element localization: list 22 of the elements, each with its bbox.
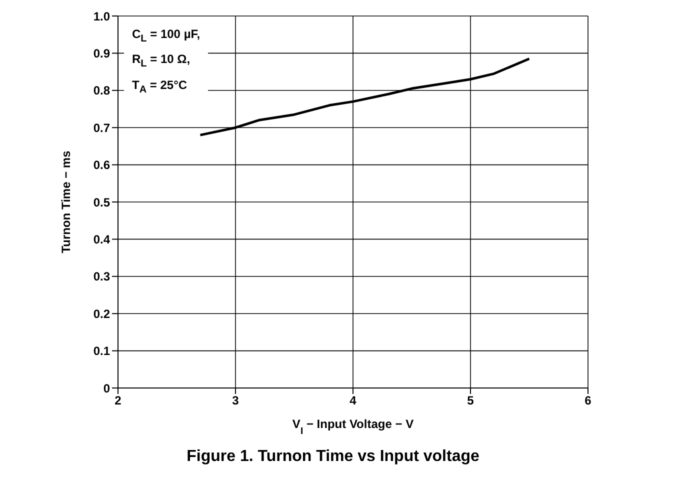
- y-tick-label: 0.9: [93, 46, 110, 60]
- x-tick-label: 6: [584, 394, 592, 408]
- x-tick-label: 3: [232, 394, 240, 408]
- x-tick-label: 5: [467, 394, 474, 408]
- x-tick-label: 2: [114, 394, 122, 408]
- y-tick-label: 0.8: [93, 84, 110, 98]
- x-axis-title: V$_{I}$ − Input Voltage − V: [292, 417, 414, 436]
- y-tick-label: 0.1: [93, 344, 110, 358]
- y-tick-label: 0: [103, 381, 110, 396]
- y-tick-label: 0.6: [93, 158, 110, 172]
- y-tick-label: 0.3: [93, 270, 110, 284]
- y-tick-label: 0.5: [93, 195, 110, 210]
- x-tick-label: 4: [350, 394, 357, 408]
- annotation: R$_{L}$ = 10 Ω,: [132, 51, 192, 72]
- annotation: C$_{L}$ = 100 µF,: [132, 26, 200, 46]
- y-tick-label: 0.2: [93, 306, 110, 321]
- text: Figure 1. Turnon Time vs Input voltage: [186, 448, 480, 466]
- y-tick-label: 0.4: [93, 232, 110, 246]
- annotation: T$_{A}$ = 25°C: [132, 76, 188, 98]
- y-tick-label: 1.0: [93, 9, 110, 24]
- y-tick-label: 0.7: [93, 120, 110, 135]
- y-axis-title: Turnon Time − ms: [59, 150, 73, 254]
